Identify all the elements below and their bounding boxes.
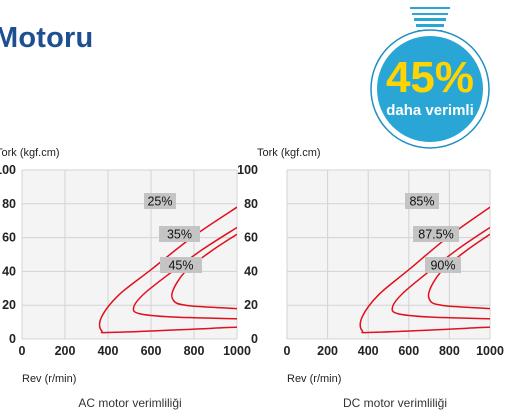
y-axis-title: Tork (kgf.cm) [0,147,60,159]
y-tick-label: 40 [2,264,16,278]
x-tick-label: 0 [19,344,26,358]
efficiency-label-box [413,226,459,242]
efficiency-label: 35% [167,228,192,242]
y-tick-label: 40 [244,264,258,278]
efficiency-label: 85% [409,195,434,209]
x-tick-label: 600 [141,344,162,358]
efficiency-curve-2 [132,226,237,320]
y-tick-label: 100 [237,163,258,177]
y-tick-label: 60 [244,231,258,245]
y-tick-label: 0 [251,332,258,346]
badge-caption: daha verimli [386,102,474,119]
badge-disc [377,36,483,142]
x-tick-label: 400 [98,344,119,358]
efficiency-label-box [160,257,202,273]
chart-caption: DC motor verimliliği [343,396,447,410]
y-tick-label: 80 [244,197,258,211]
efficiency-curve-3 [171,233,237,310]
page-title: Motoru [0,22,94,54]
y-tick-label: 60 [2,231,16,245]
x-tick-label: 200 [317,344,338,358]
efficiency-label: 90% [430,259,455,273]
efficiency-curve-2 [391,226,490,320]
badge-value: 45% [385,53,475,102]
y-tick-label: 100 [0,163,16,177]
y-tick-label: 20 [2,298,16,312]
x-tick-label: 1000 [476,344,504,358]
efficiency-label-box [425,257,461,273]
y-tick-label: 80 [2,197,16,211]
plot-area [287,170,490,339]
y-axis-title: Tork (kgf.cm) [257,147,321,159]
x-axis-title: Rev (r/min) [287,373,341,385]
efficiency-label-box [144,193,176,209]
x-axis-title: Rev (r/min) [22,373,76,385]
efficiency-label: 87.5% [418,228,453,242]
x-tick-label: 0 [284,344,291,358]
y-tick-label: 0 [9,332,16,346]
badge-graphic [370,7,490,149]
y-tick-label: 20 [244,298,258,312]
x-tick-label: 800 [439,344,460,358]
efficiency-label-box [405,193,439,209]
x-tick-label: 600 [398,344,419,358]
efficiency-badge: 45% daha verimli [368,0,492,152]
x-tick-label: 800 [184,344,205,358]
efficiency-label-box [159,226,200,242]
efficiency-label: 45% [168,259,193,273]
x-tick-label: 200 [55,344,76,358]
x-tick-label: 1000 [223,344,251,358]
efficiency-curve-3 [427,233,490,310]
plot-area [22,170,237,339]
efficiency-label: 25% [147,195,172,209]
chart-caption: AC motor verimliliği [78,396,181,410]
x-tick-label: 400 [358,344,379,358]
